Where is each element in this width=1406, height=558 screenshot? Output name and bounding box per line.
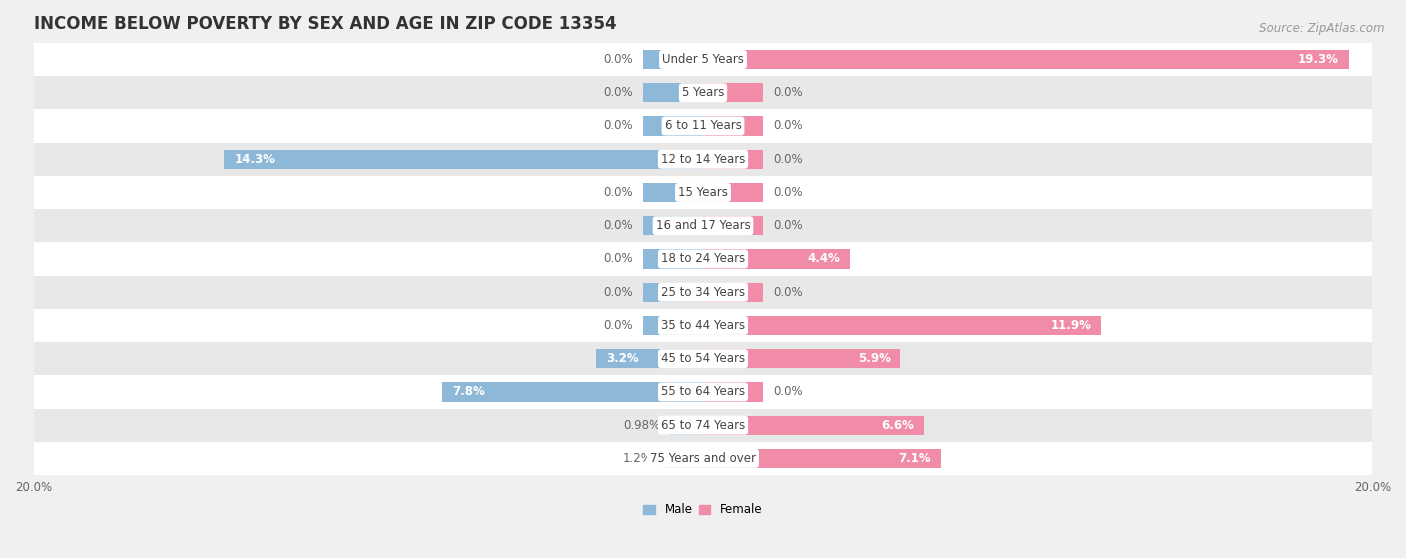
Text: 0.0%: 0.0%: [603, 53, 633, 66]
Bar: [703, 50, 1348, 69]
Bar: [34, 43, 1372, 76]
Text: 5 Years: 5 Years: [682, 86, 724, 99]
Bar: [643, 316, 703, 335]
Text: 0.0%: 0.0%: [603, 186, 633, 199]
Text: 0.0%: 0.0%: [603, 119, 633, 132]
Legend: Male, Female: Male, Female: [638, 498, 768, 521]
Bar: [662, 449, 703, 468]
Text: 3.2%: 3.2%: [606, 352, 638, 365]
Text: 0.0%: 0.0%: [773, 386, 803, 398]
Bar: [671, 416, 703, 435]
Bar: [703, 183, 763, 202]
Text: 1.2%: 1.2%: [623, 452, 652, 465]
Text: 0.0%: 0.0%: [603, 86, 633, 99]
Bar: [34, 76, 1372, 109]
Bar: [34, 342, 1372, 376]
Bar: [441, 382, 703, 402]
Text: 0.98%: 0.98%: [623, 418, 661, 432]
Bar: [34, 209, 1372, 242]
Text: 65 to 74 Years: 65 to 74 Years: [661, 418, 745, 432]
Bar: [703, 216, 763, 235]
Text: 0.0%: 0.0%: [603, 286, 633, 299]
Bar: [643, 50, 703, 69]
Bar: [643, 216, 703, 235]
Text: 45 to 54 Years: 45 to 54 Years: [661, 352, 745, 365]
Text: INCOME BELOW POVERTY BY SEX AND AGE IN ZIP CODE 13354: INCOME BELOW POVERTY BY SEX AND AGE IN Z…: [34, 15, 616, 33]
Bar: [703, 382, 763, 402]
Text: 0.0%: 0.0%: [773, 186, 803, 199]
Text: 7.8%: 7.8%: [451, 386, 485, 398]
Bar: [703, 316, 1101, 335]
Bar: [703, 83, 763, 102]
Text: 0.0%: 0.0%: [603, 319, 633, 332]
Text: 0.0%: 0.0%: [603, 219, 633, 232]
Bar: [225, 150, 703, 169]
Bar: [34, 408, 1372, 442]
Text: 19.3%: 19.3%: [1298, 53, 1339, 66]
Bar: [703, 150, 763, 169]
Text: 14.3%: 14.3%: [235, 153, 276, 166]
Text: Under 5 Years: Under 5 Years: [662, 53, 744, 66]
Bar: [643, 282, 703, 302]
Bar: [34, 176, 1372, 209]
Text: 0.0%: 0.0%: [773, 86, 803, 99]
Bar: [34, 242, 1372, 276]
Bar: [34, 276, 1372, 309]
Text: 6.6%: 6.6%: [882, 418, 914, 432]
Text: 4.4%: 4.4%: [807, 252, 841, 266]
Bar: [643, 249, 703, 268]
Bar: [703, 117, 763, 136]
Text: 16 and 17 Years: 16 and 17 Years: [655, 219, 751, 232]
Bar: [703, 282, 763, 302]
Text: 0.0%: 0.0%: [773, 153, 803, 166]
Bar: [596, 349, 703, 368]
Bar: [643, 83, 703, 102]
Text: 6 to 11 Years: 6 to 11 Years: [665, 119, 741, 132]
Bar: [34, 309, 1372, 342]
Text: 0.0%: 0.0%: [773, 219, 803, 232]
Text: 75 Years and over: 75 Years and over: [650, 452, 756, 465]
Text: 55 to 64 Years: 55 to 64 Years: [661, 386, 745, 398]
Bar: [643, 117, 703, 136]
Bar: [703, 416, 924, 435]
Text: 5.9%: 5.9%: [858, 352, 890, 365]
Text: 11.9%: 11.9%: [1050, 319, 1091, 332]
Text: 18 to 24 Years: 18 to 24 Years: [661, 252, 745, 266]
Bar: [643, 183, 703, 202]
Bar: [703, 349, 900, 368]
Bar: [34, 376, 1372, 408]
Text: 0.0%: 0.0%: [603, 252, 633, 266]
Text: 0.0%: 0.0%: [773, 286, 803, 299]
Text: 7.1%: 7.1%: [898, 452, 931, 465]
Text: 25 to 34 Years: 25 to 34 Years: [661, 286, 745, 299]
Text: 15 Years: 15 Years: [678, 186, 728, 199]
Text: Source: ZipAtlas.com: Source: ZipAtlas.com: [1260, 22, 1385, 35]
Bar: [34, 109, 1372, 143]
Text: 0.0%: 0.0%: [773, 119, 803, 132]
Bar: [703, 249, 851, 268]
Bar: [703, 449, 941, 468]
Bar: [34, 143, 1372, 176]
Text: 35 to 44 Years: 35 to 44 Years: [661, 319, 745, 332]
Bar: [34, 442, 1372, 475]
Text: 12 to 14 Years: 12 to 14 Years: [661, 153, 745, 166]
